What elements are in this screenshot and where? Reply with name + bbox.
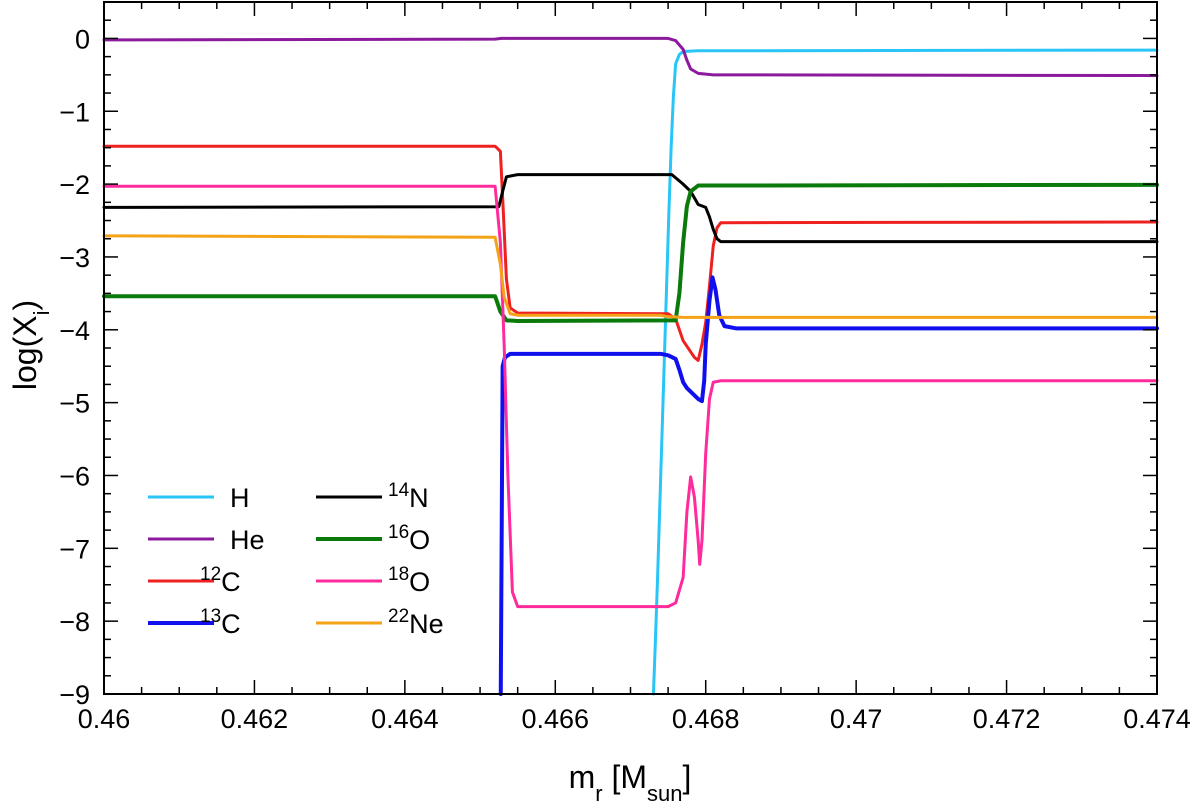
legend-label-ne22: 22Ne [388, 606, 444, 639]
y-tick-label: −4 [59, 316, 90, 346]
x-tick-label: 0.466 [521, 704, 589, 734]
legend-label-o16: 16O [388, 522, 430, 555]
x-tick-label: 0.468 [672, 704, 740, 734]
x-tick-label: 0.464 [371, 704, 439, 734]
legend-label-o18: 18O [388, 564, 430, 597]
y-tick-label: 0 [75, 24, 90, 54]
x-tick-label: 0.46 [78, 704, 131, 734]
y-tick-label: −3 [59, 243, 90, 273]
y-axis-title: log(Xi) [7, 300, 54, 390]
legend-label-he: He [230, 525, 265, 555]
legend: H He 12C 13C 14N 16O 18O 22Ne [148, 480, 444, 639]
legend-label-c12: 12C [200, 564, 241, 597]
legend-label-c13: 13C [200, 606, 241, 639]
x-tick-label: 0.472 [973, 704, 1041, 734]
axes-layer: 0.46 0.462 0.464 0.466 0.468 0.47 0.472 0.474 0 −… [59, 1, 1191, 734]
series-line-o18 [102, 184, 1159, 609]
x-tick-label: 0.462 [221, 704, 289, 734]
y-tick-label: −7 [59, 534, 90, 564]
y-tick-label: −1 [59, 97, 90, 127]
y-tick-label: −6 [59, 461, 90, 491]
y-tick-label: −9 [59, 680, 90, 710]
plot-area [104, 2, 1157, 694]
y-tick-label: −2 [59, 170, 90, 200]
y-tick-label: −8 [59, 607, 90, 637]
series-line-h [651, 48, 1159, 696]
series-line-ne22 [102, 234, 1159, 319]
legend-label-h: H [230, 483, 250, 513]
y-tick-label: −5 [59, 389, 90, 419]
series-line-he [102, 36, 1159, 78]
series-line-c12 [102, 144, 1159, 362]
x-tick-label: 0.47 [830, 704, 883, 734]
x-axis-title: mr [Msun] [569, 759, 692, 802]
series-line-o16 [102, 182, 1159, 324]
series-layer [102, 36, 1159, 696]
x-tick-label: 0.474 [1123, 704, 1191, 734]
legend-label-n14: 14N [388, 480, 429, 513]
series-line-c13 [498, 275, 1159, 696]
